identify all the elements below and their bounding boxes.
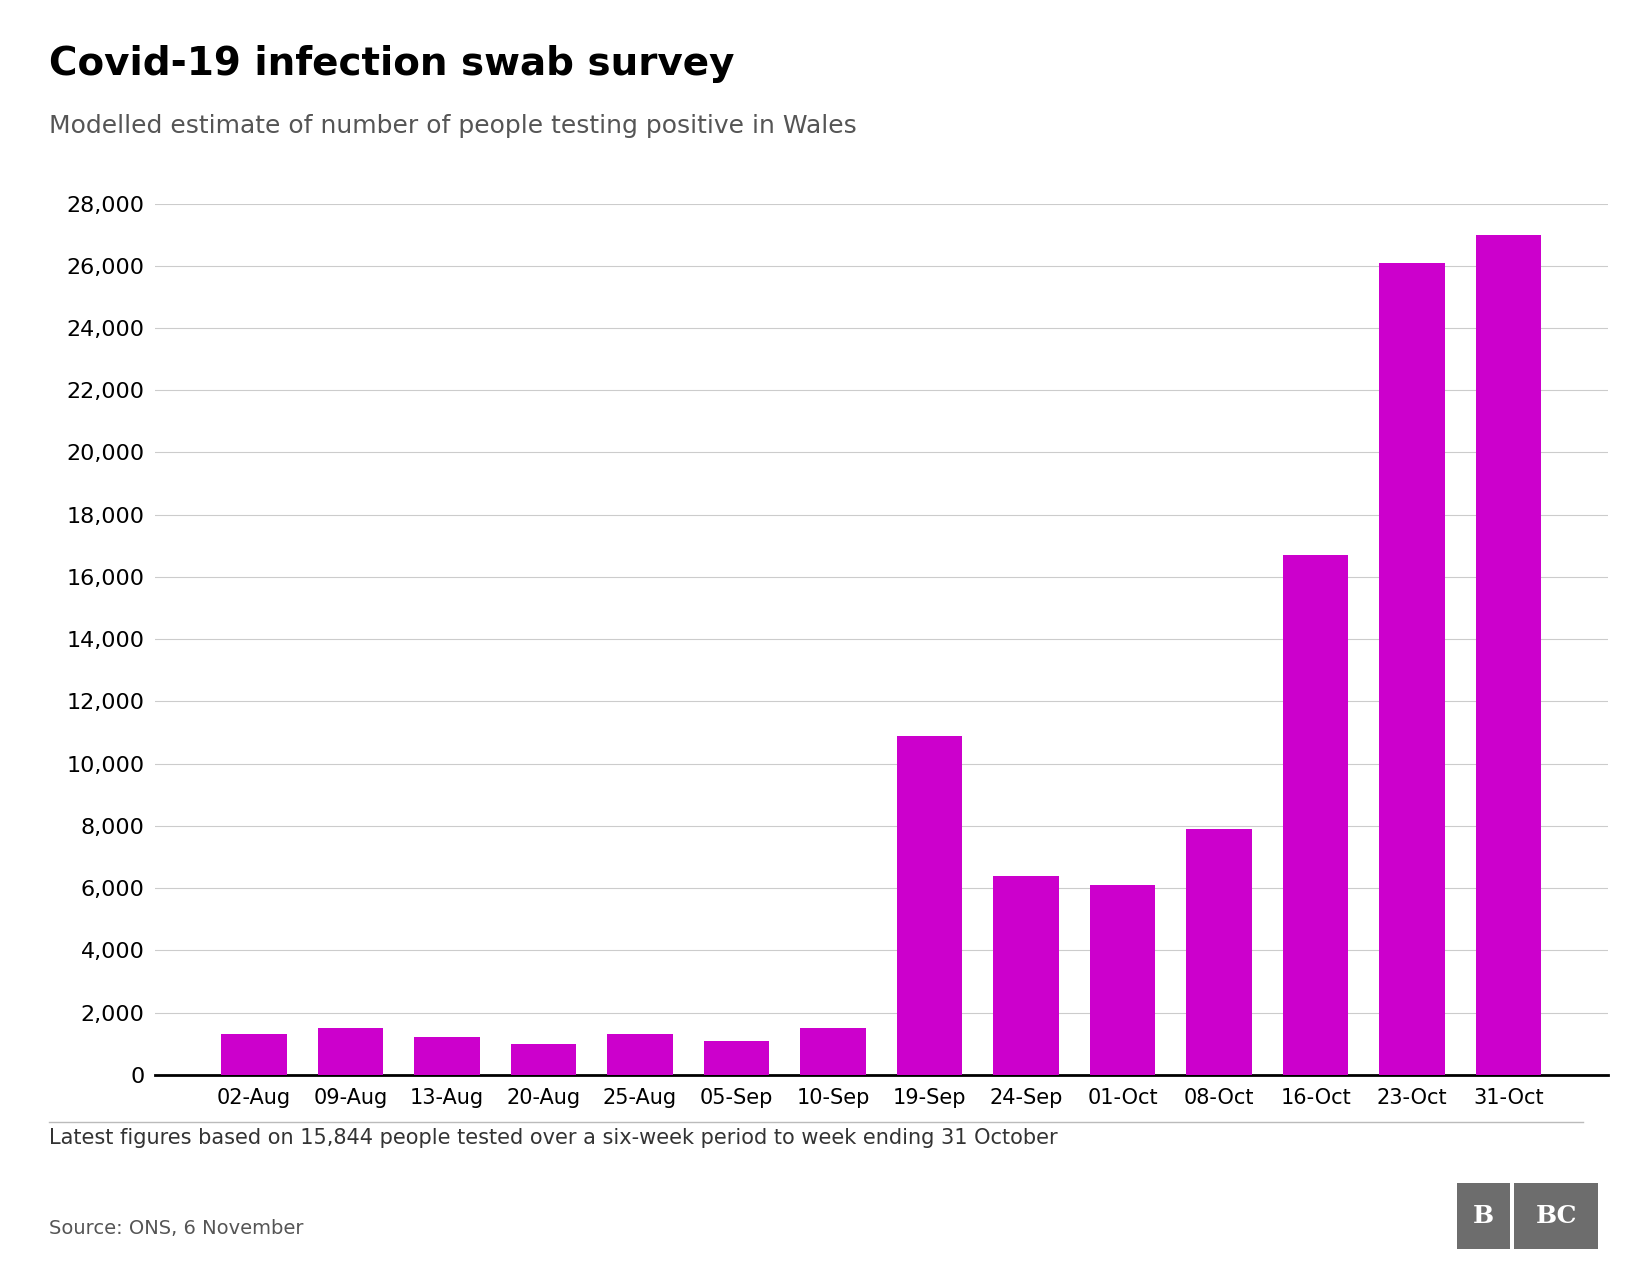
Bar: [415, 1038, 480, 1075]
Bar: [1090, 885, 1155, 1075]
Text: B: B: [1474, 1205, 1493, 1227]
Bar: [1379, 262, 1444, 1075]
Bar: [220, 1034, 287, 1075]
Bar: [800, 1028, 867, 1075]
Bar: [318, 1028, 384, 1075]
Text: Modelled estimate of number of people testing positive in Wales: Modelled estimate of number of people te…: [49, 114, 857, 139]
Text: BC: BC: [1536, 1205, 1577, 1227]
Text: Latest figures based on 15,844 people tested over a six-week period to week endi: Latest figures based on 15,844 people te…: [49, 1128, 1058, 1149]
Bar: [703, 1040, 769, 1075]
Bar: [1475, 234, 1542, 1075]
Bar: [1283, 555, 1348, 1075]
Text: Covid-19 infection swab survey: Covid-19 infection swab survey: [49, 45, 734, 83]
Bar: [896, 735, 963, 1075]
Bar: [607, 1034, 672, 1075]
Text: Source: ONS, 6 November: Source: ONS, 6 November: [49, 1219, 304, 1238]
Bar: [511, 1044, 576, 1075]
Bar: [994, 875, 1059, 1075]
Bar: [1186, 829, 1252, 1075]
